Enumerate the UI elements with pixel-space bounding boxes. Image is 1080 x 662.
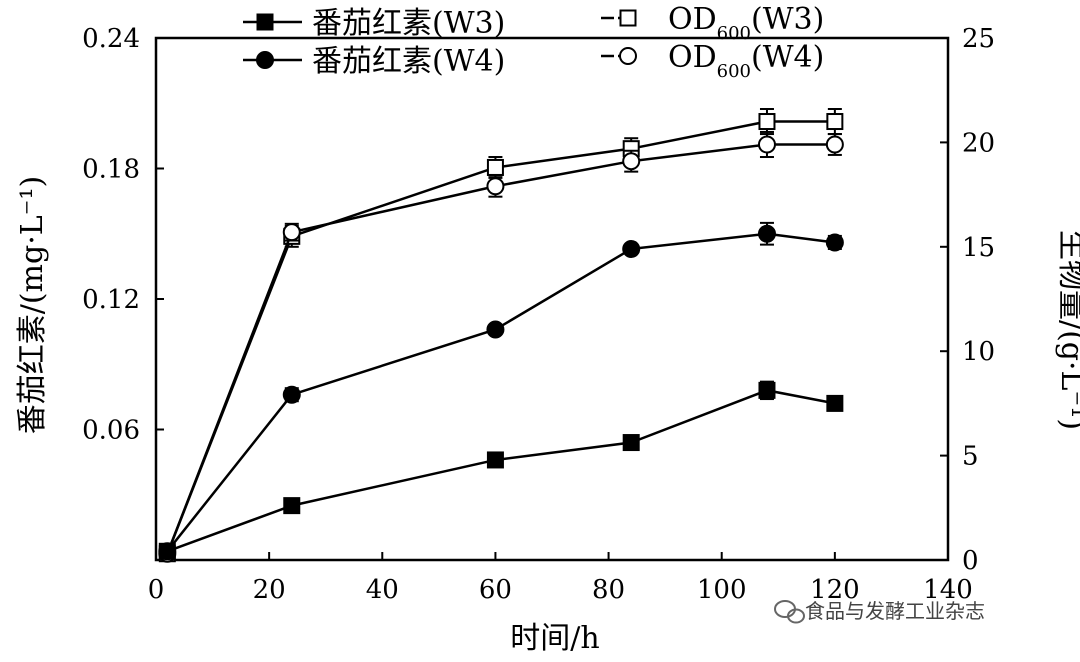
axes: 0 20 40 60 80 100 120 140 0.06 0.12 0.18 0.24 0 5 10 15… bbox=[82, 24, 995, 605]
legend: 番茄红素(W3)番茄红素(W4)OD600(W3)OD600(W4) bbox=[243, 2, 824, 82]
legend-marker bbox=[619, 9, 637, 27]
series-1 bbox=[158, 221, 844, 561]
legend-label-main: OD bbox=[668, 40, 717, 75]
y-axis-title: 番茄红素/(mg·L⁻¹) bbox=[15, 176, 50, 435]
data-point bbox=[486, 177, 505, 196]
data-point bbox=[158, 542, 177, 561]
data-point bbox=[825, 135, 844, 154]
data-point bbox=[826, 113, 844, 131]
data-point bbox=[486, 158, 504, 176]
data-point bbox=[282, 223, 301, 242]
legend-item-1: 番茄红素(W4) bbox=[243, 44, 505, 79]
y-tick-label: 0.12 bbox=[82, 285, 140, 315]
legend-marker bbox=[256, 13, 274, 31]
y-tick-label: 0.24 bbox=[82, 24, 140, 54]
series-3 bbox=[158, 130, 844, 563]
series-line bbox=[166, 232, 836, 553]
series-line bbox=[166, 389, 836, 553]
legend-label: OD600(W4) bbox=[668, 40, 824, 82]
data-point bbox=[757, 135, 776, 154]
data-point bbox=[757, 224, 776, 243]
y-tick-label: 0.18 bbox=[82, 155, 140, 185]
data-point bbox=[486, 451, 504, 469]
x-tick-label: 140 bbox=[923, 575, 973, 605]
y2-tick-label: 25 bbox=[962, 24, 995, 54]
series-layer bbox=[158, 107, 844, 563]
legend-item-0: 番茄红素(W3) bbox=[243, 6, 505, 41]
x-tick-label: 120 bbox=[810, 575, 860, 605]
data-point bbox=[486, 320, 505, 339]
data-point bbox=[826, 394, 844, 412]
y-tick-label: 0.06 bbox=[82, 416, 140, 446]
data-point bbox=[283, 497, 301, 515]
watermark-text: 食品与发酵工业杂志 bbox=[805, 599, 985, 623]
legend-label-tail: (W3) bbox=[751, 2, 824, 37]
legend-marker bbox=[256, 51, 274, 69]
legend-label: OD600(W3) bbox=[668, 2, 824, 44]
x-axis-title: 时间/h bbox=[510, 621, 599, 656]
legend-item-2: OD600(W3) bbox=[601, 2, 824, 44]
data-point bbox=[758, 113, 776, 131]
x-tick-label: 0 bbox=[148, 575, 165, 605]
x-tick-label: 40 bbox=[366, 575, 399, 605]
legend-label-sub: 600 bbox=[717, 61, 751, 82]
legend-item-3: OD600(W4) bbox=[601, 40, 824, 82]
watermark: 食品与发酵工业杂志 bbox=[774, 599, 985, 624]
legend-label-tail: (W4) bbox=[751, 40, 824, 75]
data-point bbox=[825, 233, 844, 252]
data-point bbox=[758, 381, 776, 399]
wechat-icon bbox=[774, 600, 805, 624]
series-line bbox=[166, 143, 835, 555]
series-0 bbox=[158, 380, 844, 560]
x-tick-label: 60 bbox=[479, 575, 512, 605]
series-line bbox=[166, 120, 835, 555]
x-tick-label: 100 bbox=[697, 575, 747, 605]
legend-marker bbox=[619, 47, 637, 65]
data-point bbox=[622, 434, 640, 452]
x-tick-label: 80 bbox=[592, 575, 625, 605]
y2-tick-label: 15 bbox=[962, 233, 995, 263]
y2-axis-title: 生物量/(g·L⁻¹) bbox=[1054, 230, 1080, 430]
data-point bbox=[282, 385, 301, 404]
y2-tick-label: 5 bbox=[962, 442, 979, 472]
data-point bbox=[622, 239, 641, 258]
data-point bbox=[622, 152, 641, 171]
y2-tick-label: 10 bbox=[962, 337, 995, 367]
legend-label: 番茄红素(W3) bbox=[312, 6, 505, 41]
legend-label-sub: 600 bbox=[717, 23, 751, 44]
legend-label: 番茄红素(W4) bbox=[312, 44, 505, 79]
x-tick-label: 20 bbox=[253, 575, 286, 605]
y2-tick-label: 20 bbox=[962, 128, 995, 158]
y2-tick-label: 0 bbox=[962, 546, 979, 576]
legend-label-main: OD bbox=[668, 2, 717, 37]
